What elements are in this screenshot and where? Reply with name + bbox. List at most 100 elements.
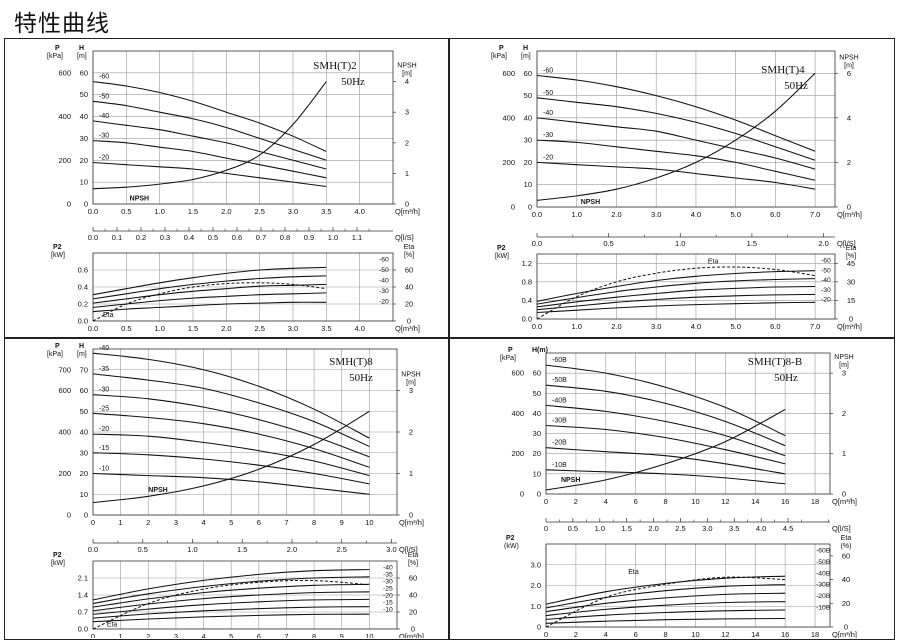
power-curve-label: -10B xyxy=(816,605,831,612)
head-p-tick-label: 0 xyxy=(67,511,71,520)
power-x-tick-label: 3.5 xyxy=(321,324,331,333)
qls-tick-label: 0.3 xyxy=(160,233,170,242)
eta-tick-label: 60 xyxy=(405,266,413,275)
power-y-tick-label: 0.4 xyxy=(522,296,532,305)
power-x-tick-label: 9 xyxy=(340,632,344,638)
head-h-tick-label: 60 xyxy=(80,68,88,77)
power-x-tick-label: 0.5 xyxy=(121,324,131,333)
head-p-tick-label: 600 xyxy=(58,68,71,77)
qls-tick-label: 0.6 xyxy=(232,233,242,242)
power-axis-unit: [kW] xyxy=(51,252,65,259)
head-curve-label: -20 xyxy=(99,426,109,433)
power-x-tick-label: 16 xyxy=(781,630,789,638)
power-curve-label: -20 xyxy=(383,593,393,600)
power-x-tick-label: 10 xyxy=(691,630,699,638)
head-p-tick-label: 400 xyxy=(58,428,71,437)
power-curve xyxy=(92,568,370,601)
power-x-tick-label: 2 xyxy=(574,630,578,638)
head-curve xyxy=(536,97,816,161)
qls-tick-label: 1.0 xyxy=(675,239,685,248)
power-y-tick-label: 0.7 xyxy=(78,608,88,617)
head-x-tick-label: 16 xyxy=(781,497,789,506)
head-h-tick-label: 40 xyxy=(524,113,532,122)
eta-tick-label: 0 xyxy=(849,315,853,324)
power-curve-label: -50 xyxy=(379,267,389,274)
head-p-tick-label: 600 xyxy=(502,69,515,78)
npsh-axis-unit: [m] xyxy=(844,62,854,69)
npsh-tick-label: 0 xyxy=(405,200,409,209)
qls-axis-label: Q[l/S] xyxy=(395,233,414,242)
pump-curve-chart: 0 1 2 3 4 5 6 7 8 9 100102030405060700200400600700… xyxy=(47,343,424,638)
pump-model-label: SMH(T)8-B xyxy=(748,356,802,368)
power-x-tick-label: 2.0 xyxy=(611,322,621,331)
head-h-tick-label: 40 xyxy=(80,112,88,121)
eta-tick-label: 20 xyxy=(405,300,413,309)
head-h-axis-label: H xyxy=(79,45,84,52)
head-x-tick-label: 0.5 xyxy=(121,207,131,216)
head-p-axis-unit: [kPa] xyxy=(47,351,63,358)
power-y-tick-label: 0.0 xyxy=(78,625,88,634)
head-curve-label: -50 xyxy=(99,93,109,100)
head-curve xyxy=(92,81,327,152)
head-curve-label: -15 xyxy=(99,445,109,452)
head-curve-label: -30B xyxy=(552,418,567,425)
head-curve-label: -40 xyxy=(99,345,109,352)
pump-model-label: SMH(T)4 xyxy=(761,64,805,76)
power-axis-label: P2 xyxy=(53,552,62,559)
qls-tick-label: 0.4 xyxy=(184,233,194,242)
head-p-tick-label: 600 xyxy=(58,386,71,395)
head-h-tick-label: 20 xyxy=(533,449,541,458)
head-x-tick-label: 10 xyxy=(365,518,373,527)
power-curve xyxy=(545,601,786,617)
power-x-tick-label: 2.0 xyxy=(221,324,231,333)
power-axis-label: P2 xyxy=(506,535,515,542)
power-curve-label: -50 xyxy=(821,267,831,274)
head-x-axis-label: Q[m³/h] xyxy=(832,497,857,506)
power-x-tick-label: 8 xyxy=(663,630,667,638)
head-x-tick-label: 0.0 xyxy=(88,207,98,216)
power-y-tick-label: 2.0 xyxy=(531,581,541,590)
head-x-tick-label: 3.5 xyxy=(321,207,331,216)
head-p-axis-unit: [kPa] xyxy=(500,355,516,362)
head-x-tick-label: 7 xyxy=(284,518,288,527)
head-curve-label: -60B xyxy=(552,357,567,364)
qls-tick-label: 0.2 xyxy=(136,233,146,242)
head-h-tick-label: 30 xyxy=(80,448,88,457)
head-plot-frame xyxy=(536,50,836,208)
head-p-tick-label: 0 xyxy=(511,203,515,212)
head-curve xyxy=(545,469,786,485)
power-x-tick-label: 1.5 xyxy=(188,324,198,333)
eta-axis-unit: [%] xyxy=(408,560,418,567)
qls-tick-label: 1.1 xyxy=(352,233,362,242)
power-y-tick-label: 1.0 xyxy=(531,602,541,611)
qls-tick-label: 4.0 xyxy=(756,524,766,533)
efficiency-curve-label: Eta xyxy=(708,258,719,265)
qls-tick-label: 1.0 xyxy=(595,524,605,533)
head-x-tick-label: 1.0 xyxy=(572,210,582,219)
power-curve-label: -20B xyxy=(816,593,831,600)
eta-tick-label: 15 xyxy=(847,296,855,305)
pump-model-label: SMH(T)8 xyxy=(329,356,373,368)
efficiency-curve-label: Eta xyxy=(103,312,114,319)
head-p-tick-label: 700 xyxy=(58,365,71,374)
eta-tick-label: 0 xyxy=(407,317,411,326)
head-p-tick-label: 600 xyxy=(511,369,524,378)
head-curve-label: -10B xyxy=(552,462,567,469)
head-p-tick-label: 0 xyxy=(67,200,71,209)
pump-curve-chart: 0.0 0.5 1.0 1.5 2.0 2.5 3.0 3.5 4.00102030405060… xyxy=(47,45,420,333)
head-x-axis-label: Q[m³/h] xyxy=(395,207,420,216)
pump-curve-chart: 0 2 4 6 8 10 12 14 16 1801020304050600200400600P[… xyxy=(500,347,857,638)
head-curve-label: -10 xyxy=(99,466,109,473)
power-x-tick-label: 3.0 xyxy=(651,322,661,331)
power-curve-label: -30 xyxy=(383,579,393,586)
head-h-tick-label: 0 xyxy=(537,490,541,499)
head-x-tick-label: 12 xyxy=(721,497,729,506)
npsh-tick-label: 3 xyxy=(409,386,413,395)
power-curve xyxy=(92,275,327,300)
head-h-tick-label: 40 xyxy=(80,428,88,437)
qls-tick-label: 0.5 xyxy=(138,545,148,554)
head-x-tick-label: 6 xyxy=(257,518,261,527)
npsh-axis-label: NPSH xyxy=(401,372,420,379)
head-x-tick-label: 3.0 xyxy=(651,210,661,219)
head-curve xyxy=(545,364,786,437)
